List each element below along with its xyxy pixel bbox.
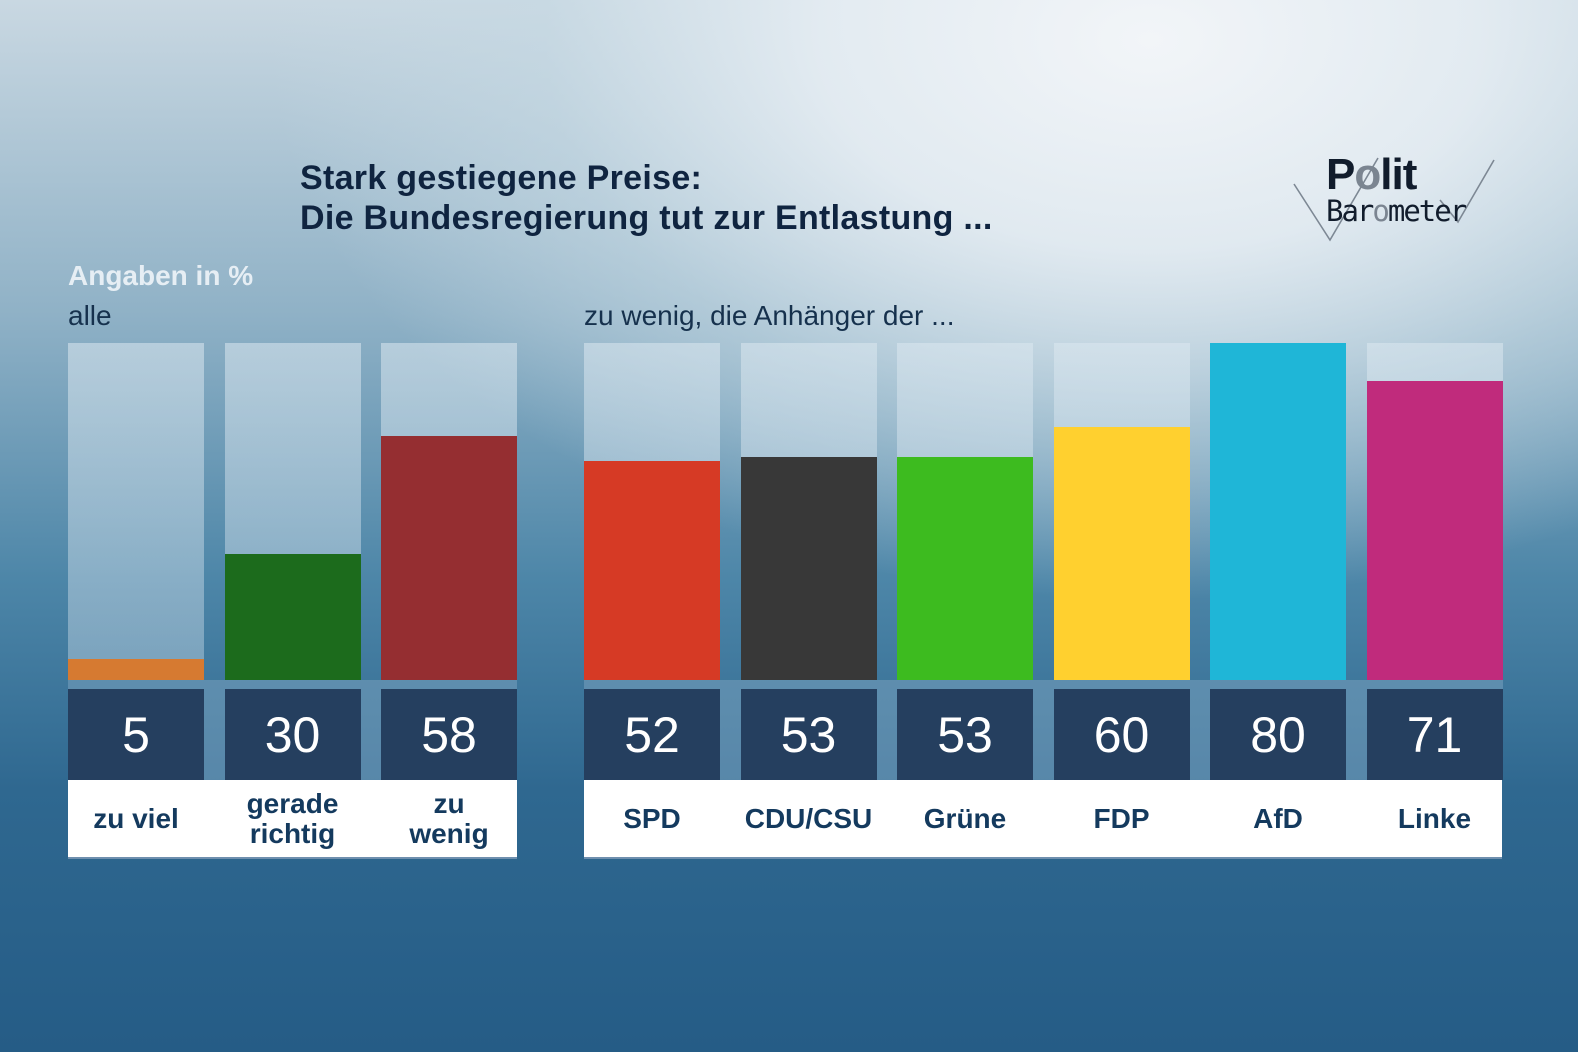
value-strip-background [584, 680, 1503, 780]
category-labels-parties: SPD CDU/CSU Grüne FDP AfD Linke [584, 780, 1502, 859]
category-label: AfD [1253, 802, 1303, 834]
data-label: 52 [584, 689, 720, 780]
data-label: 80 [1210, 689, 1346, 780]
title-line-1: Stark gestiegene Preise: [300, 159, 703, 197]
bar [1366, 380, 1503, 680]
bar [68, 658, 204, 680]
data-label: 58 [381, 689, 517, 780]
bar [1053, 427, 1190, 680]
bar [1210, 343, 1346, 680]
category-label: zu wenig [409, 787, 489, 849]
category-label: Linke [1397, 802, 1472, 834]
bar-track [68, 343, 204, 680]
data-label: 30 [224, 689, 361, 780]
units-label: Angaben in % [68, 260, 254, 291]
politbarometer-logo: Polit Barometer [1290, 148, 1500, 248]
bar [740, 456, 877, 680]
group-label-parties: zu wenig, die Anhänger der ... [584, 300, 955, 331]
logo-barometer: Barometer [1326, 194, 1467, 228]
data-label: 60 [1053, 689, 1190, 780]
data-label: 5 [68, 689, 204, 780]
bar [381, 435, 517, 680]
category-label: SPD [623, 802, 681, 834]
category-label: Grüne [923, 802, 1007, 834]
data-label: 53 [740, 689, 877, 780]
bar [584, 460, 720, 680]
category-label: FDP [1093, 802, 1150, 834]
data-label: 53 [897, 689, 1033, 780]
group-label-all: alle [68, 300, 112, 331]
category-label: zu viel [93, 802, 179, 834]
title-line-2: Die Bundesregierung tut zur Entlastung .… [300, 199, 993, 237]
category-labels-all: zu viel gerade richtig zu wenig [68, 780, 517, 859]
checkmark-icon [1293, 157, 1495, 242]
chart-title: Stark gestiegene Preise: Die Bundesregie… [300, 158, 993, 238]
category-label: CDU/CSU [744, 802, 873, 834]
bar [897, 456, 1033, 680]
bar [224, 553, 361, 680]
data-label: 71 [1366, 689, 1503, 780]
logo-polit: Polit [1326, 150, 1417, 199]
category-label: gerade richtig [246, 787, 339, 849]
